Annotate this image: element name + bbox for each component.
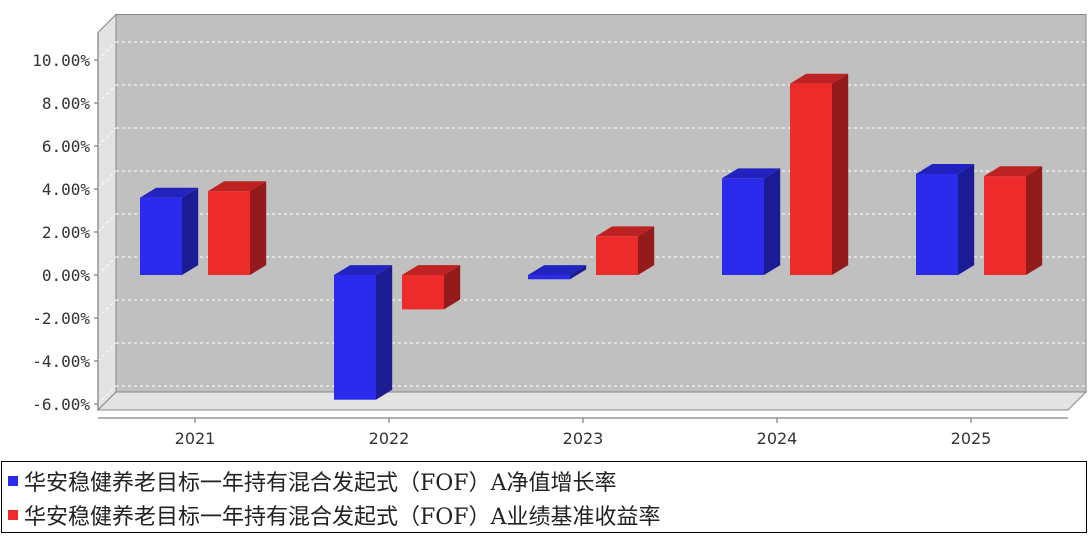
- bar-top: [140, 187, 199, 198]
- x-axis-ticks: 2021 2022 2023 2024 2025: [175, 418, 992, 448]
- bar-benchmark-2021: [208, 181, 267, 275]
- y-tick-label: 8.00%: [42, 94, 91, 113]
- bar-front: [208, 191, 250, 275]
- gridlines: [97, 41, 1086, 405]
- x-tick-label: 2022: [369, 429, 410, 448]
- bar-side: [570, 265, 587, 280]
- bar-top: [402, 265, 461, 275]
- legend-swatch-red: [8, 510, 18, 520]
- bar-front: [334, 275, 376, 400]
- legend-label: 华安稳健养老目标一年持有混合发起式（FOF）A净值增长率: [24, 471, 617, 496]
- gridline-side: [97, 256, 117, 276]
- bar-side: [250, 181, 267, 275]
- bar-front: [916, 173, 958, 275]
- bar-side: [764, 168, 781, 275]
- gridline-side: [97, 385, 117, 405]
- x-tick-label: 2021: [175, 429, 216, 448]
- y-tick-label: 4.00%: [42, 180, 91, 199]
- legend-item-nav-growth: 华安稳健养老目标一年持有混合发起式（FOF）A净值增长率: [8, 466, 616, 496]
- bar-chart: 10.00% 8.00% 6.00% 4.00% 2.00% 0.00% -2.00% -4.…: [32, 13, 1088, 448]
- bar-front: [596, 236, 638, 275]
- gridline-side: [97, 170, 117, 190]
- bar-side: [1026, 166, 1043, 275]
- gridline-side: [97, 342, 117, 362]
- bar-front: [790, 83, 832, 276]
- bar-nav-growth-2022: [334, 265, 393, 400]
- x-tick-label: 2023: [563, 429, 604, 448]
- bar-side: [832, 73, 849, 275]
- gridline-side: [97, 41, 117, 61]
- bar-front: [722, 178, 764, 275]
- bar-benchmark-2022: [402, 265, 461, 310]
- floor: [96, 391, 1088, 411]
- bar-top: [722, 168, 781, 179]
- bar-nav-growth-2025: [916, 164, 975, 275]
- bar-front: [402, 275, 444, 310]
- bar-benchmark-2025: [984, 166, 1043, 275]
- bar-top: [596, 226, 655, 237]
- y-tick-label: 10.00%: [32, 51, 90, 70]
- x-tick-label: 2024: [757, 429, 798, 448]
- bar-nav-growth-2023: [528, 265, 587, 280]
- bar-nav-growth-2024: [722, 168, 781, 275]
- bar-top: [334, 265, 393, 275]
- x-tick-label: 2025: [951, 429, 992, 448]
- bar-benchmark-2023: [596, 226, 655, 275]
- y-tick-label: -6.00%: [32, 395, 90, 414]
- bar-side: [958, 164, 975, 275]
- bar-side: [376, 265, 393, 400]
- side-wall: [97, 13, 117, 412]
- bar-front: [528, 275, 570, 280]
- legend-swatch-blue: [8, 476, 18, 486]
- gridline-side: [97, 127, 117, 147]
- y-tick-label: 2.00%: [42, 223, 91, 242]
- bar-front: [984, 176, 1026, 275]
- legend: 华安稳健养老目标一年持有混合发起式（FOF）A净值增长率 华安稳健养老目标一年持…: [1, 461, 1087, 533]
- gridline-side: [97, 84, 117, 104]
- y-tick-label: 6.00%: [42, 137, 91, 156]
- bar-side: [444, 265, 461, 310]
- legend-label: 华安稳健养老目标一年持有混合发起式（FOF）A业绩基准收益率: [24, 505, 661, 530]
- y-tick-label: -4.00%: [32, 352, 90, 371]
- bar-nav-growth-2021: [140, 187, 199, 275]
- bar-side: [182, 187, 199, 275]
- bar-front: [140, 197, 182, 275]
- bar-benchmark-2024: [790, 73, 849, 276]
- gridline-side: [97, 299, 117, 319]
- bar-top: [984, 166, 1043, 177]
- bar-top: [790, 73, 849, 84]
- chart-area: 10.00% 8.00% 6.00% 4.00% 2.00% 0.00% -2.00% -4.…: [32, 13, 1088, 448]
- legend-item-benchmark: 华安稳健养老目标一年持有混合发起式（FOF）A业绩基准收益率: [8, 500, 660, 530]
- bars: [140, 73, 1043, 400]
- bar-side: [638, 226, 655, 275]
- y-tick-label: 0.00%: [42, 266, 91, 285]
- gridline-side: [97, 213, 117, 233]
- bar-top: [528, 265, 587, 275]
- y-axis-ticks: 10.00% 8.00% 6.00% 4.00% 2.00% 0.00% -2.00% -4.…: [32, 51, 98, 414]
- y-tick-label: -2.00%: [32, 309, 90, 328]
- bar-top: [916, 164, 975, 174]
- bar-top: [208, 181, 267, 192]
